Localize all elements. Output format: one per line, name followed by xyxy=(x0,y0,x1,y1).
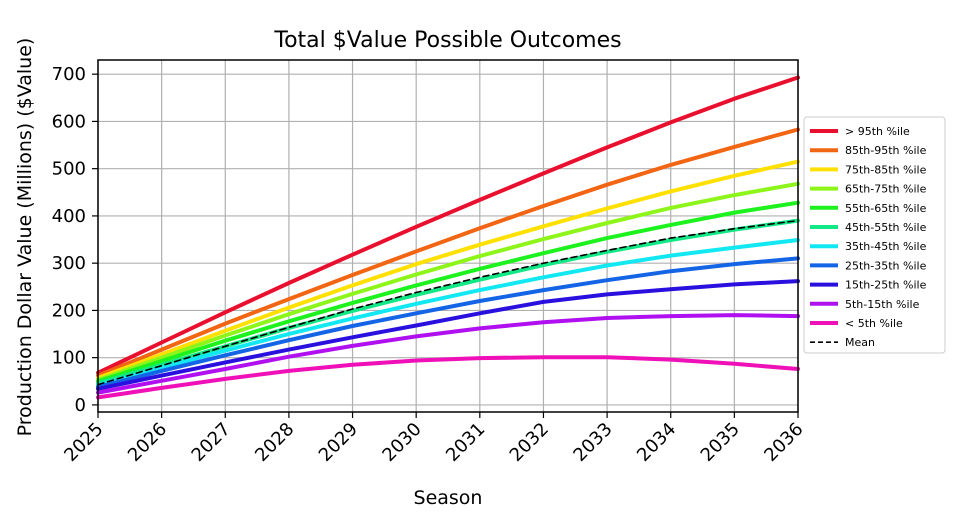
x-tick-label: 2036 xyxy=(760,419,807,466)
x-axis-label: Season xyxy=(414,487,483,509)
series-line xyxy=(96,355,800,400)
y-tick-label: 500 xyxy=(52,159,86,180)
series-line xyxy=(96,238,800,388)
series-line xyxy=(96,256,800,389)
legend: > 95th %ile 85th-95th %ile 75th-85th %ile 6… xyxy=(803,116,946,354)
legend-label: 5th-15th %ile xyxy=(845,298,920,311)
grid xyxy=(97,60,799,412)
legend-label: 55th-65th %ile xyxy=(845,202,927,215)
series-line xyxy=(96,313,800,395)
series-line xyxy=(96,159,800,380)
series-line xyxy=(96,181,800,382)
legend-label: 85th-95th %ile xyxy=(845,144,927,157)
y-axis-label: Production Dollar Value (Millions) ($Val… xyxy=(14,38,36,437)
y-tick-label: 400 xyxy=(52,206,86,227)
legend-label: 75th-85th %ile xyxy=(845,163,927,176)
x-tick-label: 2032 xyxy=(506,419,553,466)
legend-label: 25th-35th %ile xyxy=(845,259,927,272)
y-tick-label: 200 xyxy=(52,300,86,321)
legend-label: < 5th %ile xyxy=(845,317,903,330)
legend-label: > 95th %ile xyxy=(845,125,910,138)
y-axis: 0 100 200 300 400 500 600 700 xyxy=(52,64,98,416)
x-tick-label: 2034 xyxy=(633,419,680,466)
x-axis: 2025 2026 2027 2028 2029 2030 2031 2032 2033 2034… xyxy=(60,412,808,466)
x-tick-label: 2028 xyxy=(251,419,298,466)
legend-label: Mean xyxy=(845,336,875,349)
y-tick-label: 0 xyxy=(75,395,86,416)
x-tick-label: 2025 xyxy=(60,419,107,466)
series-line xyxy=(96,279,800,391)
legend-label: 45th-55th %ile xyxy=(845,221,927,234)
plot-frame xyxy=(97,59,799,413)
chart-title: Total $Value Possible Outcomes xyxy=(273,28,621,53)
y-tick-label: 300 xyxy=(52,253,86,274)
x-tick-label: 2029 xyxy=(315,419,362,466)
series-layer xyxy=(96,75,800,400)
legend-label: 35th-45th %ile xyxy=(845,240,927,253)
legend-frame xyxy=(803,116,946,354)
series-line xyxy=(96,127,800,378)
x-tick-label: 2030 xyxy=(378,419,425,466)
series-line xyxy=(96,200,800,384)
x-tick-label: 2026 xyxy=(124,419,171,466)
x-tick-label: 2035 xyxy=(697,419,744,466)
y-tick-label: 600 xyxy=(52,111,86,132)
series-line xyxy=(96,75,800,375)
series-line xyxy=(97,219,799,386)
x-tick-label: 2027 xyxy=(188,419,235,466)
x-tick-label: 2031 xyxy=(442,419,489,466)
x-tick-label: 2033 xyxy=(569,419,616,466)
y-tick-label: 700 xyxy=(52,64,86,85)
y-tick-label: 100 xyxy=(52,348,86,369)
legend-label: 15th-25th %ile xyxy=(845,279,927,292)
legend-label: 65th-75th %ile xyxy=(845,183,927,196)
